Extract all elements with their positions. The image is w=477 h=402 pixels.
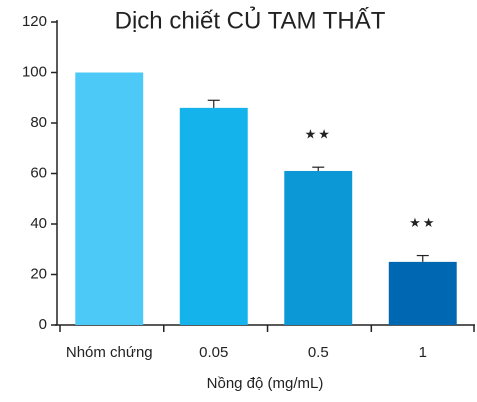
bar <box>75 72 144 325</box>
x-tick-label: 0.5 <box>308 344 329 361</box>
bar <box>179 107 248 325</box>
y-tick-label: 20 <box>30 265 47 282</box>
significance-mark: ★★ <box>409 215 436 230</box>
bar <box>388 261 457 325</box>
y-tick-label: 100 <box>22 63 47 80</box>
x-tick-label: 1 <box>419 344 427 361</box>
x-axis-label: Nồng độ (mg/mL) <box>207 375 324 392</box>
x-tick-label: Nhóm chứng <box>66 344 153 361</box>
y-tick-label: 60 <box>30 164 47 181</box>
x-tick-label: 0.05 <box>199 344 228 361</box>
bar <box>284 170 353 325</box>
significance-mark: ★★ <box>305 127 332 142</box>
y-tick-label: 120 <box>22 13 47 30</box>
y-tick-label: 0 <box>39 316 47 333</box>
y-tick-label: 80 <box>30 114 47 131</box>
y-tick-label: 40 <box>30 215 47 232</box>
chart-title: Dịch chiết CỦ TAM THẤT <box>115 5 386 34</box>
